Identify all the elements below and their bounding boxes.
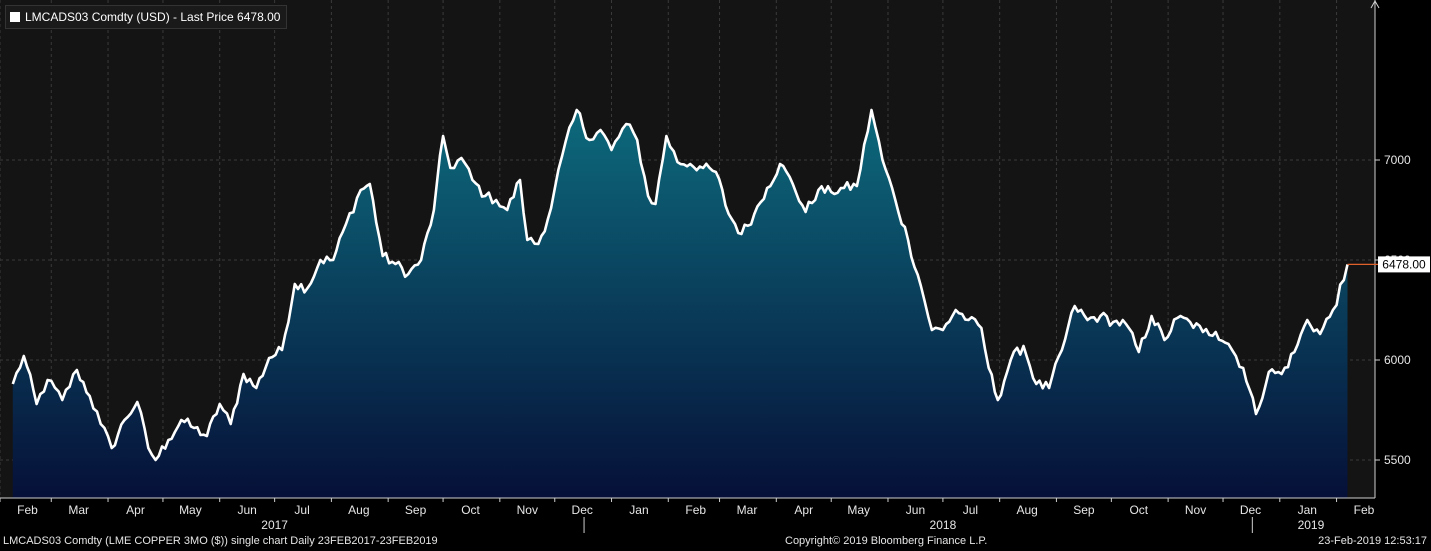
- last-price-marker: 6478.00: [1347, 256, 1430, 273]
- x-tick-label-year: 2017: [261, 518, 288, 532]
- x-tick-label-month: Mar: [737, 503, 758, 517]
- x-tick-label-month: Feb: [17, 503, 38, 517]
- x-tick-label-month: Jul: [963, 503, 978, 517]
- price-area-fill: [12, 110, 1348, 498]
- x-tick-label-month: Sep: [1073, 503, 1095, 517]
- footer-security-description: LMCADS03 Comdty (LME COPPER 3MO ($)) sin…: [3, 535, 438, 547]
- chart-legend: LMCADS03 Comdty (USD) - Last Price 6478.…: [5, 5, 288, 29]
- x-tick-label-month: Oct: [461, 503, 480, 517]
- y-axis: 5500600065007000: [1370, 0, 1411, 498]
- x-tick-label-month: Aug: [1016, 503, 1037, 517]
- x-tick-label-month: Feb: [685, 503, 706, 517]
- footer-copyright: Copyright© 2019 Bloomberg Finance L.P.: [785, 535, 988, 547]
- x-tick-label-month: Feb: [1354, 503, 1375, 517]
- footer-timestamp: 23-Feb-2019 12:53:17: [1318, 535, 1427, 547]
- x-tick-label-month: Jul: [294, 503, 309, 517]
- x-tick-label-month: Apr: [794, 503, 813, 517]
- price-series-line: [11, 108, 1349, 462]
- y-axis-arrow: [1370, 0, 1380, 9]
- x-tick-label-month: Jan: [629, 503, 648, 517]
- x-axis: Feb Mar Apr May Jun Jul Aug Sep Oct Nov Dec Jan Feb M…: [0, 497, 1375, 533]
- legend-swatch: [10, 12, 20, 22]
- x-tick-label-month: Jan: [1298, 503, 1317, 517]
- last-price-label: 6478.00: [1382, 257, 1426, 271]
- last-price-tag: [1378, 256, 1430, 273]
- x-tick-label-month: May: [179, 503, 202, 517]
- x-tick-label-month: May: [847, 503, 870, 517]
- x-tick-label-month: Sep: [405, 503, 427, 517]
- x-tick-label-month: Jun: [906, 503, 925, 517]
- x-tick-label-month: Oct: [1129, 503, 1148, 517]
- x-tick-label-month: Aug: [348, 503, 369, 517]
- x-tick-label-year: 2019: [1298, 518, 1325, 532]
- x-tick-label-month: Jun: [237, 503, 256, 517]
- y-tick-label: 7000: [1384, 153, 1411, 167]
- legend-label: LMCADS03 Comdty (USD) - Last Price 6478.…: [25, 10, 281, 24]
- y-tick-label: 6000: [1384, 353, 1411, 367]
- x-tick-label-year: 2018: [930, 518, 957, 532]
- x-tick-label-month: Dec: [1240, 503, 1261, 517]
- x-tick-label-month: Mar: [68, 503, 89, 517]
- x-tick-label-month: Dec: [572, 503, 593, 517]
- y-tick-label: 5500: [1384, 453, 1411, 467]
- x-tick-label-month: Nov: [517, 503, 538, 517]
- x-tick-label-month: Apr: [126, 503, 145, 517]
- x-tick-label-month: Nov: [1185, 503, 1206, 517]
